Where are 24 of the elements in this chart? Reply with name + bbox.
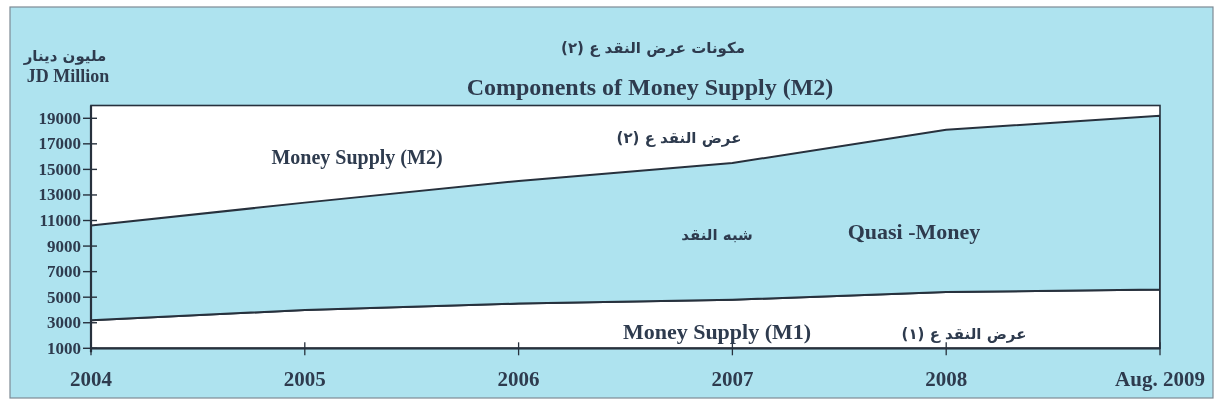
annotation: مليون دينار (23, 47, 107, 65)
y-tick-label: 1000 (47, 338, 81, 358)
annotation: عرض النقد ع (٢) (616, 129, 742, 147)
subtitle: Components of Money Supply (M2) (466, 74, 834, 100)
y-tick-label: 7000 (47, 262, 81, 282)
y-tick-label: 15000 (38, 159, 81, 179)
y-tick-label: 5000 (47, 287, 81, 307)
x-tick-label: 2006 (497, 367, 540, 391)
y-tick-label: 19000 (38, 108, 81, 128)
x-tick-label: 2007 (711, 367, 754, 391)
y-tick-label: 13000 (38, 185, 81, 205)
title: مكونات عرض النقد ع (٢) (561, 39, 745, 57)
x-tick-label: 2005 (283, 367, 326, 391)
x-tick-label: 2004 (70, 367, 113, 391)
x-tick-label: 2008 (925, 367, 968, 391)
x-tick-label: Aug. 2009 (1115, 367, 1205, 391)
ylabel: JD Million (26, 66, 110, 86)
y-tick-label: 17000 (38, 134, 81, 154)
y-tick-label: 3000 (47, 313, 81, 333)
annotation: Money Supply (M2) (271, 146, 443, 168)
annotation: عرض النقد ع (١) (901, 325, 1027, 343)
y-tick-label: 11000 (39, 211, 81, 231)
y-tick-label: 9000 (47, 236, 81, 256)
annotation: شبه النقد (681, 226, 753, 244)
